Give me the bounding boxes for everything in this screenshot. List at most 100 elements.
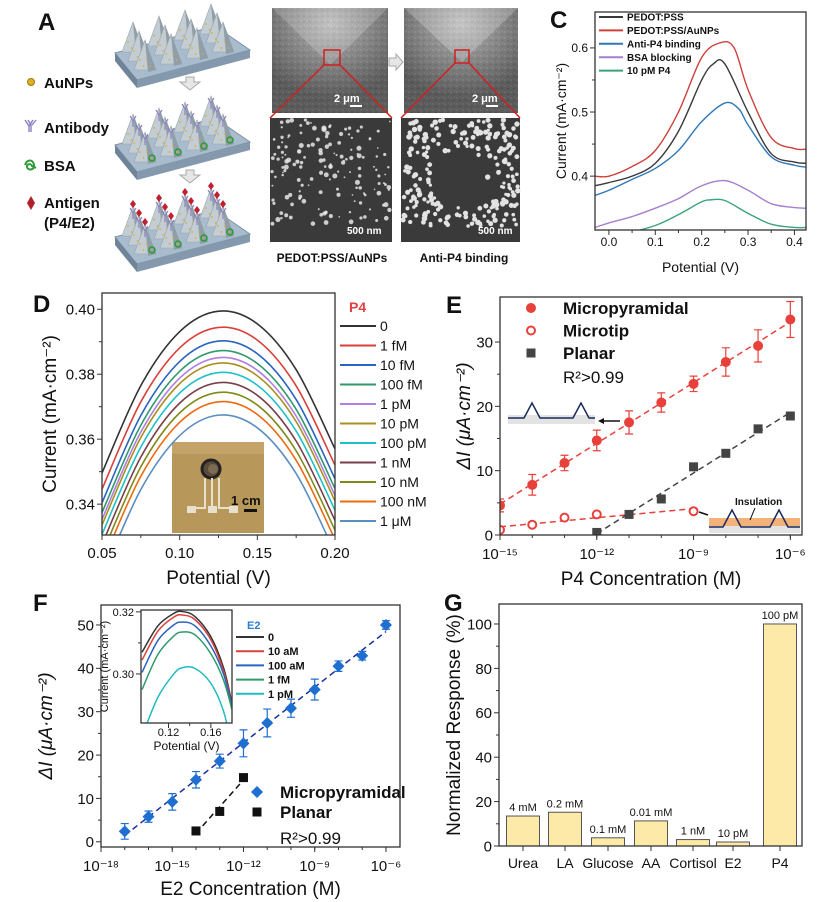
plot-area: [102, 310, 335, 535]
data-point-micropyramidal: [624, 417, 635, 428]
legend-label: 1 fM: [380, 338, 407, 354]
data-point-planar: [238, 773, 248, 783]
sem-caption: PEDOT:PSS/AuNPs: [277, 251, 388, 265]
x-tick-label: 10⁻⁶: [775, 546, 806, 563]
data-point-micropyramidal: [500, 500, 505, 511]
data-point-micropyramidal: [213, 755, 226, 768]
down-arrow-icon: [178, 76, 202, 91]
bar-aa: [634, 820, 668, 847]
y-tick-label: 40: [77, 661, 94, 678]
y-tick-label: 10: [476, 463, 493, 480]
data-point-planar: [215, 806, 225, 816]
x-tick-label: 0.12: [158, 727, 179, 739]
data-point-micropyramidal: [688, 378, 699, 389]
bar-label: 0.2 mM: [547, 798, 584, 810]
bar-glucose: [591, 837, 625, 847]
bar-label: 4 mM: [509, 802, 537, 814]
series-line-10-pm-p4: [637, 198, 806, 230]
data-point-planar: [592, 527, 602, 535]
y-axis-label: Normalized Response (%): [444, 614, 465, 836]
data-point-microtip: [559, 512, 570, 523]
data-point-planar: [721, 448, 731, 458]
x-tick-label: 0.1: [647, 235, 664, 249]
data-point-micropyramidal: [656, 397, 667, 408]
legend-label: 100 aM: [268, 660, 305, 672]
bar-label: 0.01 mM: [630, 807, 673, 819]
legend-marker: [526, 348, 536, 358]
series-line-bsa-blocking: [595, 179, 806, 229]
panel-label-g: G: [444, 590, 463, 617]
r-squared-annotation: R²>0.99: [280, 829, 341, 848]
series-line-1-fm: [102, 326, 335, 490]
chart-f: 10⁻¹⁸ 10⁻¹⁵ 10⁻¹² 10⁻⁹ 10⁻⁶ 0 10 20 30 40 50 E2 Con…: [36, 604, 406, 900]
sem-image-aunps-high-mag: 500 nm: [270, 118, 392, 242]
panel-b-sem-images: 2 μm 2 μm 500 nm 500 nm PEDOT:PSS/AuNPs …: [269, 8, 521, 265]
sem-image-aunps-low-mag: 2 μm: [272, 8, 388, 113]
category-label: LA: [556, 855, 574, 871]
legend-bsa: BSA: [24, 158, 76, 175]
antigen-diamond-icon: [27, 196, 35, 210]
legend-label: Antibody: [44, 120, 110, 137]
bar-label: 10 pM: [718, 828, 749, 840]
legend-label: Micropyramidal: [280, 783, 406, 802]
series-line-1-pm: [102, 356, 335, 520]
legend-antigen: Antigen (P4/E2): [27, 195, 100, 232]
x-tick-label: 0.0: [601, 235, 618, 249]
legend-antibody: Antibody: [24, 119, 110, 137]
panel-label-e: E: [446, 292, 462, 319]
microtip-insulation-schematic: Insulation: [698, 497, 800, 533]
panel-label-d: D: [33, 291, 50, 318]
y-tick-label: 40: [475, 750, 492, 767]
legend-title: P4: [349, 299, 366, 315]
r-squared-annotation: R²>0.99: [563, 368, 624, 387]
data-point-micropyramidal: [379, 618, 392, 631]
y-tick-label: 30: [77, 704, 94, 721]
category-label: Urea: [508, 855, 539, 871]
data-point-micropyramidal: [591, 435, 602, 446]
legend-label: 1 pM: [268, 689, 293, 701]
y-tick-label: 0.5: [571, 105, 588, 119]
zoom-region-marker: [323, 49, 341, 66]
y-tick-label: 0.38: [66, 367, 95, 384]
x-tick-label: 0.05: [87, 545, 116, 562]
legend-marker: [526, 303, 536, 313]
x-tick-label: 10⁻¹⁸: [83, 858, 119, 875]
bar-cortisol: [676, 839, 710, 847]
plot-frame: [101, 292, 336, 536]
x-tick-label: 0.10: [165, 545, 194, 562]
data-point-planar: [689, 462, 699, 472]
error-bar: [500, 498, 504, 513]
data-point-micropyramidal: [166, 795, 179, 808]
y-tick-label: 0: [484, 838, 492, 855]
legend-label: 10 nM: [380, 474, 419, 490]
x-tick-label: 0.4: [786, 235, 803, 249]
micropyramid-electrode-illustrations: [114, 3, 252, 272]
y-tick-label: 0.30: [113, 669, 134, 681]
data-point-micropyramidal: [785, 314, 796, 325]
bar-p4: [763, 623, 797, 847]
electrode-stage-3: [114, 182, 252, 272]
plot-frame: [594, 11, 807, 231]
plot-frame: [499, 296, 803, 536]
x-axis-label: E2 Concentration (M): [160, 879, 341, 900]
data-point-micropyramidal: [753, 340, 764, 351]
legend-label: 0: [380, 318, 388, 334]
series-line-1-pm: [146, 665, 228, 723]
bar-urea: [506, 815, 540, 847]
series-line-1-fm: [141, 631, 232, 710]
legend-label: PEDOT:PSS: [627, 13, 684, 24]
right-arrow-icon: [388, 52, 404, 72]
electrode-stage-2: [114, 95, 252, 180]
legend-label: 1 pM: [380, 396, 411, 412]
legend-label: 1 fM: [268, 675, 290, 687]
chart-e: 10⁻¹⁵ 10⁻¹² 10⁻⁹ 10⁻⁶ 0 10 20 30 P4 Concentratio…: [454, 296, 806, 590]
scale-bar-label: 500 nm: [478, 226, 513, 237]
legend-label: Antigen: [44, 195, 100, 212]
plot-frame: [498, 603, 803, 847]
legend-label: Planar: [563, 344, 615, 363]
data-point-micropyramidal: [527, 479, 538, 490]
sem-caption: Anti-P4 binding: [420, 251, 509, 265]
y-tick-label: 20: [476, 399, 493, 416]
legend-sublabel: (P4/E2): [44, 215, 95, 232]
